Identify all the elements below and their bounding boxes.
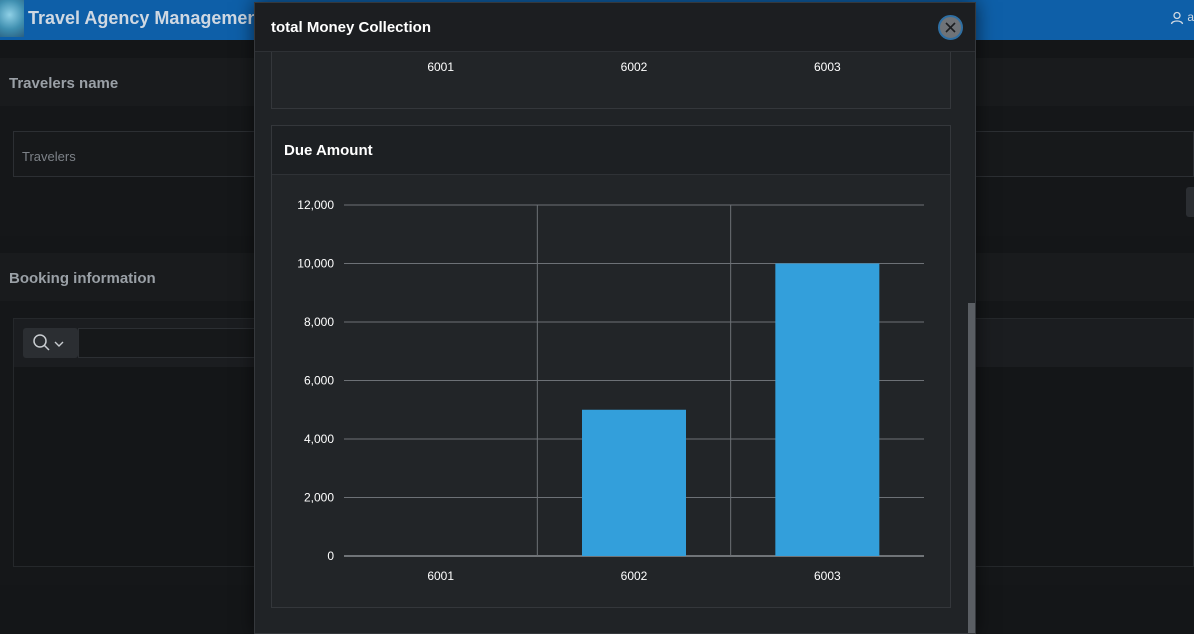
x-tick-label: 6001 <box>427 569 454 583</box>
total-collection-chart: 6001 6002 6003 0 <box>327 52 841 74</box>
close-icon <box>945 22 956 33</box>
app-title: Travel Agency Management <box>28 8 265 28</box>
y-tick-label: 2,000 <box>304 491 334 505</box>
x-tick-label: 6002 <box>621 569 648 583</box>
due-amount-chart: 0 2,000 4,000 6,000 8,000 10,000 12,000 6001 600… <box>297 198 924 583</box>
search-icon <box>33 334 50 351</box>
total-collection-card: 6001 6002 6003 0 <box>271 52 951 109</box>
money-collection-dialog: total Money Collection 6001 6002 6003 0 Due… <box>254 2 976 634</box>
x-tick-label: 6002 <box>621 60 648 74</box>
due-amount-card-header: Due Amount <box>272 126 950 175</box>
bar-6003 <box>775 263 880 556</box>
dialog-scrollbar[interactable] <box>968 303 975 633</box>
close-button[interactable] <box>938 15 963 40</box>
travelers-field-label: Travelers <box>22 149 76 164</box>
due-amount-card: Due Amount 0 2,000 4,000 6,000 8,000 10,000 12… <box>271 125 951 608</box>
chevron-down-icon <box>54 341 64 347</box>
user-icon <box>1170 11 1184 25</box>
grid-search-input[interactable] <box>78 328 278 358</box>
y-tick-label: 6,000 <box>304 374 334 388</box>
app-logo <box>0 0 24 37</box>
bar-6002 <box>582 409 686 556</box>
travelers-section-title: Travelers name <box>9 75 119 92</box>
y-tick-label: 4,000 <box>304 432 334 446</box>
y-tick-label: 0 <box>327 52 334 54</box>
dialog-title: total Money Collection <box>271 19 432 36</box>
booking-section-title: Booking information <box>9 270 156 287</box>
y-tick-label: 8,000 <box>304 315 334 329</box>
x-tick-label: 6001 <box>427 60 454 74</box>
x-tick-label: 6003 <box>814 569 841 583</box>
x-tick-label: 6003 <box>814 60 841 74</box>
dialog-body[interactable]: 6001 6002 6003 0 Due Amount 0 2,000 4,000 6,00… <box>255 52 975 633</box>
y-tick-label: 0 <box>327 549 334 563</box>
user-menu[interactable]: a <box>1170 10 1194 25</box>
due-amount-title: Due Amount <box>284 142 373 159</box>
search-menu-button[interactable] <box>23 328 78 358</box>
user-name: a <box>1187 10 1194 24</box>
travelers-action-button[interactable] <box>1186 187 1194 217</box>
y-tick-label: 12,000 <box>297 198 334 212</box>
y-tick-label: 10,000 <box>297 257 334 271</box>
dialog-header: total Money Collection <box>255 3 975 52</box>
